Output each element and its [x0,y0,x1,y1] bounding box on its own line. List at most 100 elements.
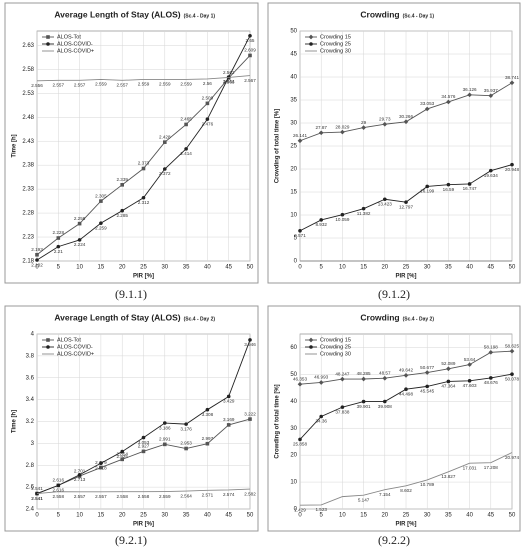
panel-frame [4,2,259,284]
x-tick-label: 0 [35,265,39,271]
chart-title: Crowding [360,9,399,19]
value-label: 58.625 [505,343,519,348]
marker [361,376,366,382]
value-label: 30.266 [399,114,413,119]
marker [56,236,61,240]
marker [163,442,167,447]
y-tick-label: 45 [290,52,297,58]
value-label: 10.789 [420,482,434,487]
marker [403,373,409,378]
y-tick-label: 0 [294,259,298,265]
marker [297,138,303,144]
caption: (9.2.2) [378,533,410,547]
value-label: 25.858 [293,442,307,447]
value-label: 2.713 [74,477,86,482]
y-tick-label: 2.58 [22,67,34,73]
legend-label: Crowding 25 [320,344,351,350]
y-tick-label: 35 [290,98,297,104]
x-tick-label: 35 [183,265,190,271]
y-tick-label: 2.6 [26,485,35,491]
marker [99,199,103,203]
value-label: 3.176 [180,426,192,431]
marker [319,218,324,222]
value-label: 8.602 [400,488,412,493]
marker [383,399,387,404]
marker [205,117,210,121]
value-label: 11.382 [357,211,371,216]
marker [297,381,303,387]
value-label: 48.247 [335,371,349,376]
x-tick-label: 0 [298,265,302,271]
x-tick-label: 5 [320,265,324,271]
y-tick-label: 25 [290,144,297,150]
value-label: 2.927 [138,444,150,449]
legend-marker [46,345,50,349]
value-label: 7.154 [379,492,391,497]
y-tick-label: 3.6 [26,375,35,381]
x-tick-label: 30 [424,265,431,271]
y-tick-label: 2.48 [22,115,34,121]
legend-label: Crowding 15 [320,34,351,40]
y-tick-label: 2.33 [22,187,34,193]
y-tick-label: 3.8 [26,353,35,359]
y-tick-label: 2.38 [22,163,34,169]
x-tick-label: 25 [140,265,147,271]
marker [361,399,366,404]
marker [248,33,252,38]
value-label: 2.557 [74,494,86,499]
marker [446,99,451,105]
x-tick-label: 40 [466,513,473,519]
x-tick-label: 45 [487,265,494,271]
legend-label: ALOS-Tot [57,34,81,40]
y-tick-label: 2.43 [22,139,34,145]
value-label: 47.603 [463,383,477,388]
value-label: 48.676 [484,380,498,385]
marker [425,184,430,189]
value-label: 35.937 [484,88,498,93]
marker [467,362,472,367]
value-label: 17.031 [463,465,477,470]
value-label: 2.564 [223,79,235,84]
marker [99,465,103,470]
marker [56,244,61,249]
y-tick-label: 2.4 [26,507,35,513]
value-label: 2.559 [180,82,192,87]
marker [120,183,124,187]
marker [248,53,252,58]
x-tick-label: 15 [360,513,367,519]
value-label: 29.73 [379,116,391,121]
value-label: 2.193 [31,247,43,252]
x-tick-label: 15 [98,265,105,271]
value-label: 2.56 [203,81,212,86]
x-tick-label: 10 [76,513,83,519]
value-label: 2.558 [138,494,150,499]
marker [163,421,167,425]
marker [319,414,324,419]
legend-label: ALOS-Tot [57,337,81,343]
value-label: 12.797 [399,204,413,209]
y-tick-label: 0 [294,507,298,513]
x-tick-label: 20 [119,265,126,271]
value-label: 2.559 [159,494,171,499]
marker [383,197,387,202]
value-label: 2.228 [53,230,65,235]
marker [120,208,124,213]
marker [184,147,188,151]
value-label: 2.65 [246,38,255,43]
value-label: 2.558 [116,494,128,499]
marker [184,446,188,451]
x-tick-label: 20 [381,265,388,271]
value-label: 2.541 [31,496,43,501]
value-label: 46.353 [293,376,307,381]
marker [361,206,366,211]
y-tick-label: 2.8 [26,463,35,469]
marker [248,417,252,421]
x-tick-label: 10 [339,265,346,271]
y-tick-label: 50 [290,372,297,378]
value-label: 2.563 [223,80,235,85]
value-label: 2.559 [159,82,171,87]
legend-label: Crowding 15 [320,337,351,343]
chart-title: Average Length of Stay (ALOS) [54,9,180,19]
value-label: 16.59 [443,187,455,192]
value-label: 13.827 [441,474,455,479]
